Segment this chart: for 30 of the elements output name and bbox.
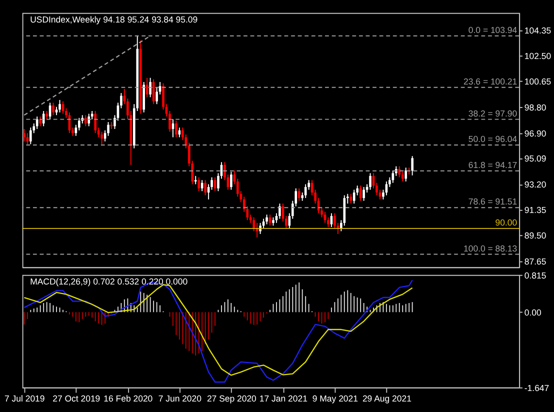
x-tick-label: 7 Jul 2019 — [4, 394, 45, 404]
y-tick-label: -1.647 — [524, 382, 550, 393]
ref-line-label: 23.6 = 100.21 — [464, 76, 518, 86]
x-tick-label: 29 Aug 2021 — [362, 394, 412, 404]
y-tick-label: 93.20 — [524, 180, 546, 190]
ref-line-label: 61.8 = 94.17 — [468, 160, 518, 170]
y-tick-label: 102.50 — [524, 51, 552, 62]
y-tick-label: 96.90 — [524, 128, 546, 139]
y-tick-label: 89.50 — [524, 230, 546, 241]
y-tick-label: 0.815 — [524, 270, 546, 280]
chart-title: USDIndex,Weekly 94.18 95.24 93.84 95.09 — [30, 14, 198, 25]
ref-line-label: 100.0 = 88.13 — [464, 243, 518, 254]
y-tick-label: 104.35 — [524, 26, 552, 36]
y-tick-label: 87.65 — [524, 256, 546, 266]
ref-line-label: 78.6 = 91.51 — [468, 196, 518, 207]
x-tick-label: 17 Jan 2021 — [259, 394, 308, 404]
x-tick-label: 9 May 2021 — [312, 394, 358, 404]
y-tick-label: 100.65 — [524, 76, 552, 87]
y-tick-label: 95.09 — [524, 154, 546, 164]
x-tick-label: 27 Sep 2020 — [206, 394, 257, 404]
x-tick-label: 27 Oct 2019 — [52, 394, 100, 404]
ref-line-label: 0.0 = 103.94 — [468, 24, 518, 35]
y-tick-label: 98.80 — [524, 102, 546, 112]
y-tick-label: 0.00 — [524, 308, 542, 318]
x-tick-label: 7 Jun 2020 — [158, 394, 202, 404]
ref-line-label: 38.2 = 97.90 — [468, 108, 518, 118]
ref-line-label: 50.0 = 96.04 — [468, 134, 518, 144]
x-tick-label: 16 Feb 2020 — [104, 394, 153, 404]
ref-line-label: 90.00 — [495, 218, 518, 228]
y-tick-label: 91.35 — [524, 205, 546, 216]
